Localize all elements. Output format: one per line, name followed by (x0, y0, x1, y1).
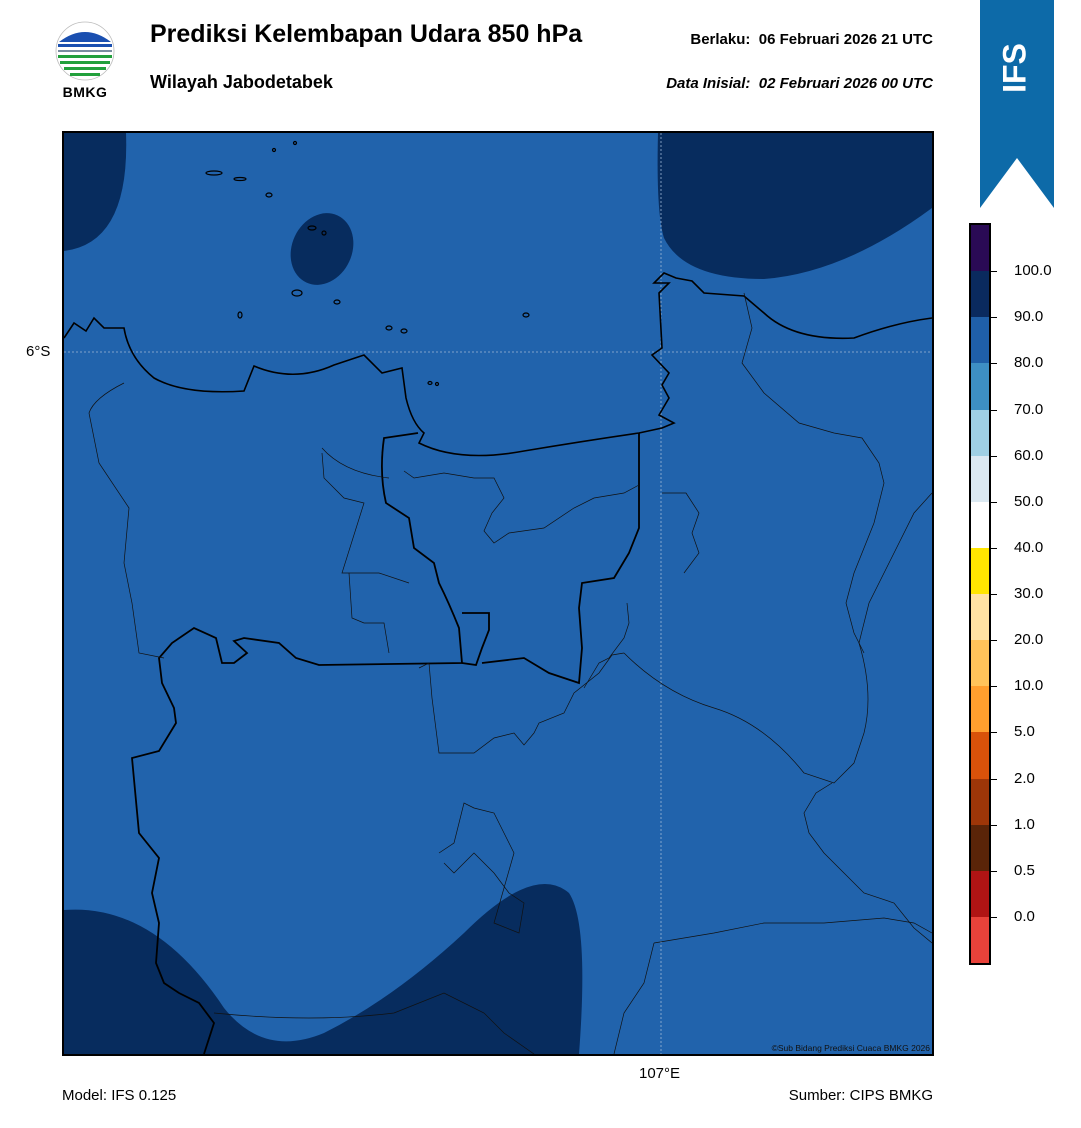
latitude-label: 6°S (26, 343, 51, 360)
colorbar-labels: 0.0 0.5 1.0 2.0 5.0 10.0 20.0 30.0 40.0 50.0 60.0 7… (991, 223, 1071, 965)
colorbar-tick-mark (991, 870, 997, 872)
colorbar-segment (971, 778, 989, 825)
colorbar-tick-label: 0.0 (1014, 907, 1035, 925)
colorbar-segment (971, 271, 989, 318)
model-ribbon: IFS (980, 0, 1054, 208)
page-title: Prediksi Kelembapan Udara 850 hPa (150, 20, 583, 48)
humidity-map: ©Sub Bidang Prediksi Cuaca BMKG 2026 (62, 131, 934, 1056)
regency-borders (88, 292, 932, 1054)
colorbar-tick-mark (991, 640, 997, 642)
colorbar-tick-label: 100.0 (1014, 262, 1052, 280)
colorbar-tick-mark (991, 455, 997, 457)
source-info: Sumber: CIPS BMKG (788, 1087, 933, 1104)
colorbar-tick-label: 20.0 (1014, 631, 1044, 649)
humidity-field-80-90 (64, 133, 932, 1054)
colorbar-segment (971, 363, 989, 410)
colorbar-tick-label: 30.0 (1014, 585, 1044, 602)
colorbar-tick-label: 2.0 (1014, 769, 1035, 787)
colorbar-tick-label: 40.0 (1014, 538, 1044, 556)
init-time-value: 02 Februari 2026 00 UTC (758, 75, 933, 92)
thousand-islands (205, 140, 530, 387)
humidity-field-90-100-island (290, 213, 354, 285)
init-label: Data Inisial: (666, 75, 751, 92)
map-credit: ©Sub Bidang Prediksi Cuaca BMKG 2026 (771, 1043, 930, 1053)
colorbar-tick-label: 60.0 (1014, 446, 1044, 464)
map-canvas (64, 133, 932, 1054)
colorbar-tick-label: 90.0 (1014, 308, 1044, 326)
region-subtitle: Wilayah Jabodetabek (150, 72, 333, 92)
colorbar-segment (971, 409, 989, 456)
colorbar-tick-label: 70.0 (1014, 400, 1044, 418)
colorbar-segment (971, 547, 989, 594)
colorbar-segment (971, 732, 989, 779)
colorbar-tick-mark (991, 824, 997, 826)
colorbar-segment (971, 640, 989, 687)
colorbar-tick-label: 10.0 (1014, 677, 1044, 695)
bmkg-emblem-icon (55, 21, 115, 81)
colorbar-segment (971, 916, 989, 963)
bmkg-logo-text: BMKG (62, 84, 108, 100)
colorbar-segment (971, 824, 989, 871)
colorbar (969, 223, 991, 965)
colorbar-segment (971, 870, 989, 917)
valid-time: Berlaku: 06 Februari 2026 21 UTC (690, 31, 933, 48)
humidity-field-90-100-ne (657, 133, 932, 279)
ribbon-shape (980, 0, 1054, 208)
colorbar-tick-mark (991, 732, 997, 734)
bmkg-logo: BMKG (52, 20, 118, 102)
colorbar-tick-label: 1.0 (1014, 815, 1035, 833)
longitude-label: 107°E (639, 1065, 681, 1082)
model-info: Model: IFS 0.125 (62, 1087, 177, 1104)
colorbar-tick-mark (991, 271, 997, 273)
colorbar-segment (971, 686, 989, 733)
colorbar-tick-label: 50.0 (1014, 492, 1044, 510)
colorbar-segment (971, 317, 989, 364)
colorbar-tick-mark (991, 409, 997, 411)
colorbar-segment (971, 501, 989, 548)
colorbar-tick-mark (991, 363, 997, 365)
colorbar-tick-label: 5.0 (1014, 723, 1035, 741)
colorbar-segment (971, 594, 989, 641)
colorbar-tick-mark (991, 501, 997, 503)
coastline (64, 272, 932, 457)
colorbar-tick-mark (991, 317, 997, 319)
colorbar-tick-label: 0.5 (1014, 861, 1035, 879)
colorbar-segment (971, 455, 989, 502)
colorbar-tick-mark (991, 916, 997, 918)
colorbar-tick-mark (991, 778, 997, 780)
jakarta-border (461, 433, 640, 685)
colorbar-tick-mark (991, 547, 997, 549)
init-time: Data Inisial: 02 Februari 2026 00 UTC (666, 75, 933, 92)
ribbon-label: IFS (996, 43, 1032, 93)
colorbar-segment (971, 225, 989, 272)
humidity-field-90-100-nw (64, 133, 127, 251)
colorbar-tick-mark (991, 686, 997, 688)
valid-label: Berlaku: (690, 31, 751, 48)
colorbar-tick-label: 80.0 (1014, 354, 1044, 372)
humidity-field-90-100-sw (64, 884, 583, 1054)
colorbar-tick-mark (991, 594, 997, 595)
valid-time-value: 06 Februari 2026 21 UTC (758, 31, 933, 48)
